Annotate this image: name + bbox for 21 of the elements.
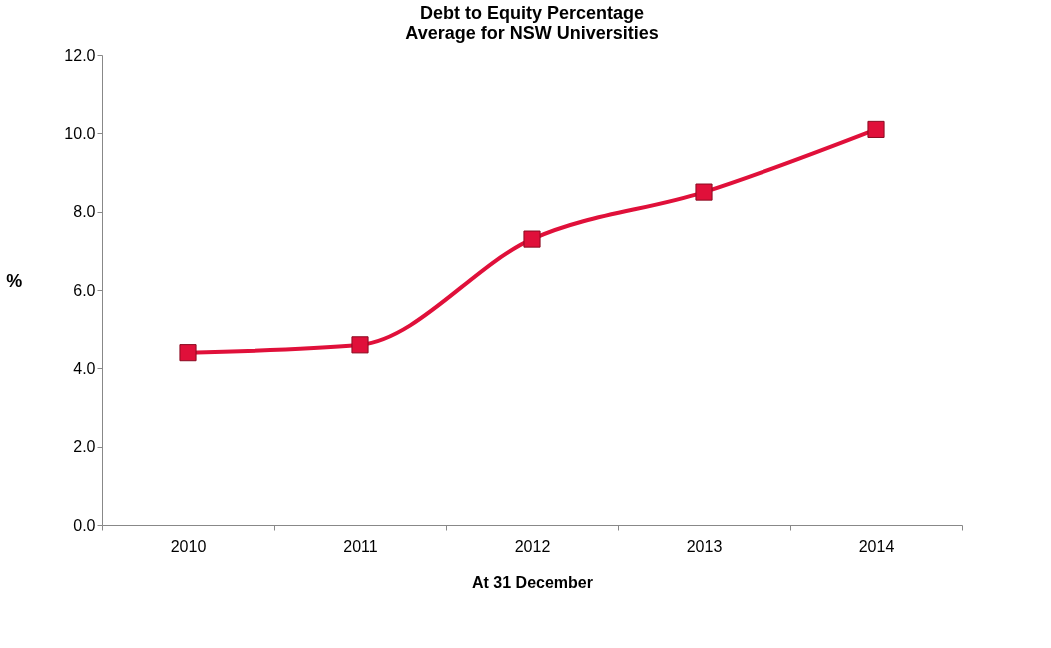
y-tick-label: 12.0 bbox=[64, 46, 96, 64]
x-tick-label: 2010 bbox=[170, 537, 207, 555]
x-tick-label: 2013 bbox=[686, 537, 723, 555]
y-tick-label: 2.0 bbox=[73, 438, 96, 456]
x-tick-label: 2011 bbox=[343, 537, 378, 555]
x-tick-label: 2012 bbox=[514, 537, 551, 555]
y-axis-title: % bbox=[6, 270, 23, 291]
x-axis-title: At 31 December bbox=[472, 573, 593, 591]
y-tick-label: 0.0 bbox=[73, 516, 96, 534]
point bbox=[523, 230, 541, 248]
text: Average for NSW Universities bbox=[405, 23, 659, 43]
x-tick-label: 2014 bbox=[858, 537, 895, 555]
y-tick-label: 4.0 bbox=[73, 359, 96, 377]
text: Debt to Equity Percentage bbox=[419, 3, 645, 23]
y-tick-label: 8.0 bbox=[73, 203, 96, 221]
point bbox=[351, 336, 369, 354]
point bbox=[179, 344, 197, 362]
y-tick-label: 10.0 bbox=[64, 124, 96, 142]
point bbox=[867, 120, 885, 138]
point bbox=[695, 183, 713, 201]
y-tick-label: 6.0 bbox=[73, 281, 96, 299]
